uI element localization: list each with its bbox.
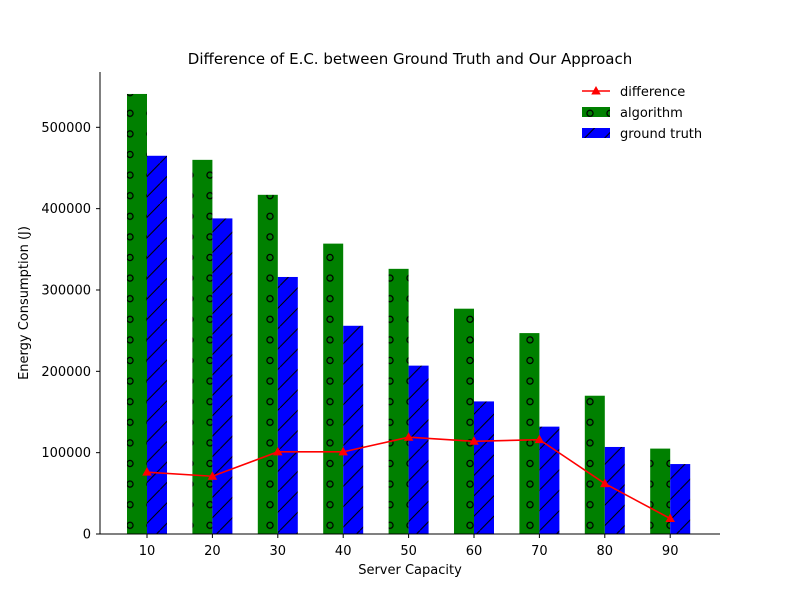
- bar-algorithm-90: [650, 448, 671, 534]
- x-tick-label: 40: [335, 544, 352, 559]
- y-tick-label: 200000: [41, 365, 91, 380]
- legend-algorithm-label: algorithm: [620, 106, 683, 121]
- bar-algorithm-70: [519, 333, 540, 534]
- x-tick-label: 10: [139, 544, 156, 559]
- x-tick-label: 50: [400, 544, 417, 559]
- difference-point-70: [534, 434, 545, 444]
- bar-algorithm-80: [584, 395, 605, 534]
- difference-point-30: [273, 446, 283, 456]
- legend-algorithm-swatch: [582, 107, 610, 117]
- difference-line-layer: [142, 432, 675, 523]
- difference-point-60: [469, 436, 479, 445]
- y-ticks: 0 100000 200000 300000 400000 500000: [41, 121, 100, 543]
- x-ticks: 10 20 30 40 50 60 70 80 90: [139, 534, 679, 559]
- x-tick-label: 60: [466, 544, 483, 559]
- legend: difference algorithm ground truth: [582, 85, 702, 142]
- bar-ground-truth-50: [408, 365, 429, 534]
- bar-ground-truth-30: [277, 276, 298, 534]
- x-tick-label: 80: [597, 544, 614, 559]
- x-axis-label: Server Capacity: [358, 563, 462, 578]
- bars-layer: [127, 93, 691, 535]
- bar-ground-truth-20: [212, 218, 233, 534]
- bar-ground-truth-10: [147, 155, 167, 534]
- legend-ground-truth-swatch: [582, 128, 610, 138]
- difference-point-10: [142, 467, 152, 476]
- y-axis-label: Energy Consumption (J): [17, 226, 32, 380]
- bar-ground-truth-70: [539, 426, 560, 534]
- legend-difference-marker: [591, 86, 601, 95]
- y-tick-label: 0: [83, 528, 91, 543]
- difference-point-80: [600, 478, 610, 488]
- legend-difference-label: difference: [620, 85, 685, 100]
- difference-point-40: [338, 446, 348, 456]
- bar-algorithm-20: [192, 159, 213, 534]
- bar-ground-truth-90: [670, 464, 691, 534]
- x-tick-label: 20: [204, 544, 221, 559]
- difference-point-50: [403, 432, 414, 441]
- bar-ground-truth-40: [343, 325, 364, 534]
- y-tick-label: 500000: [41, 121, 91, 136]
- y-tick-label: 100000: [41, 446, 91, 461]
- bar-algorithm-50: [388, 268, 409, 534]
- bar-algorithm-10: [127, 93, 147, 534]
- y-tick-label: 400000: [41, 202, 91, 217]
- difference-point-20: [207, 471, 218, 480]
- bar-ground-truth-60: [474, 401, 494, 534]
- legend-ground-truth-label: ground truth: [620, 127, 702, 142]
- x-tick-label: 90: [662, 544, 679, 559]
- bar-algorithm-40: [323, 243, 344, 535]
- chart-title: Difference of E.C. between Ground Truth …: [188, 50, 632, 68]
- bar-ground-truth-80: [604, 446, 625, 534]
- x-tick-label: 30: [270, 544, 287, 559]
- y-tick-label: 300000: [41, 283, 91, 298]
- bar-algorithm-60: [454, 308, 474, 534]
- x-tick-label: 70: [531, 544, 548, 559]
- bar-algorithm-30: [257, 194, 278, 534]
- difference-point-90: [665, 513, 675, 523]
